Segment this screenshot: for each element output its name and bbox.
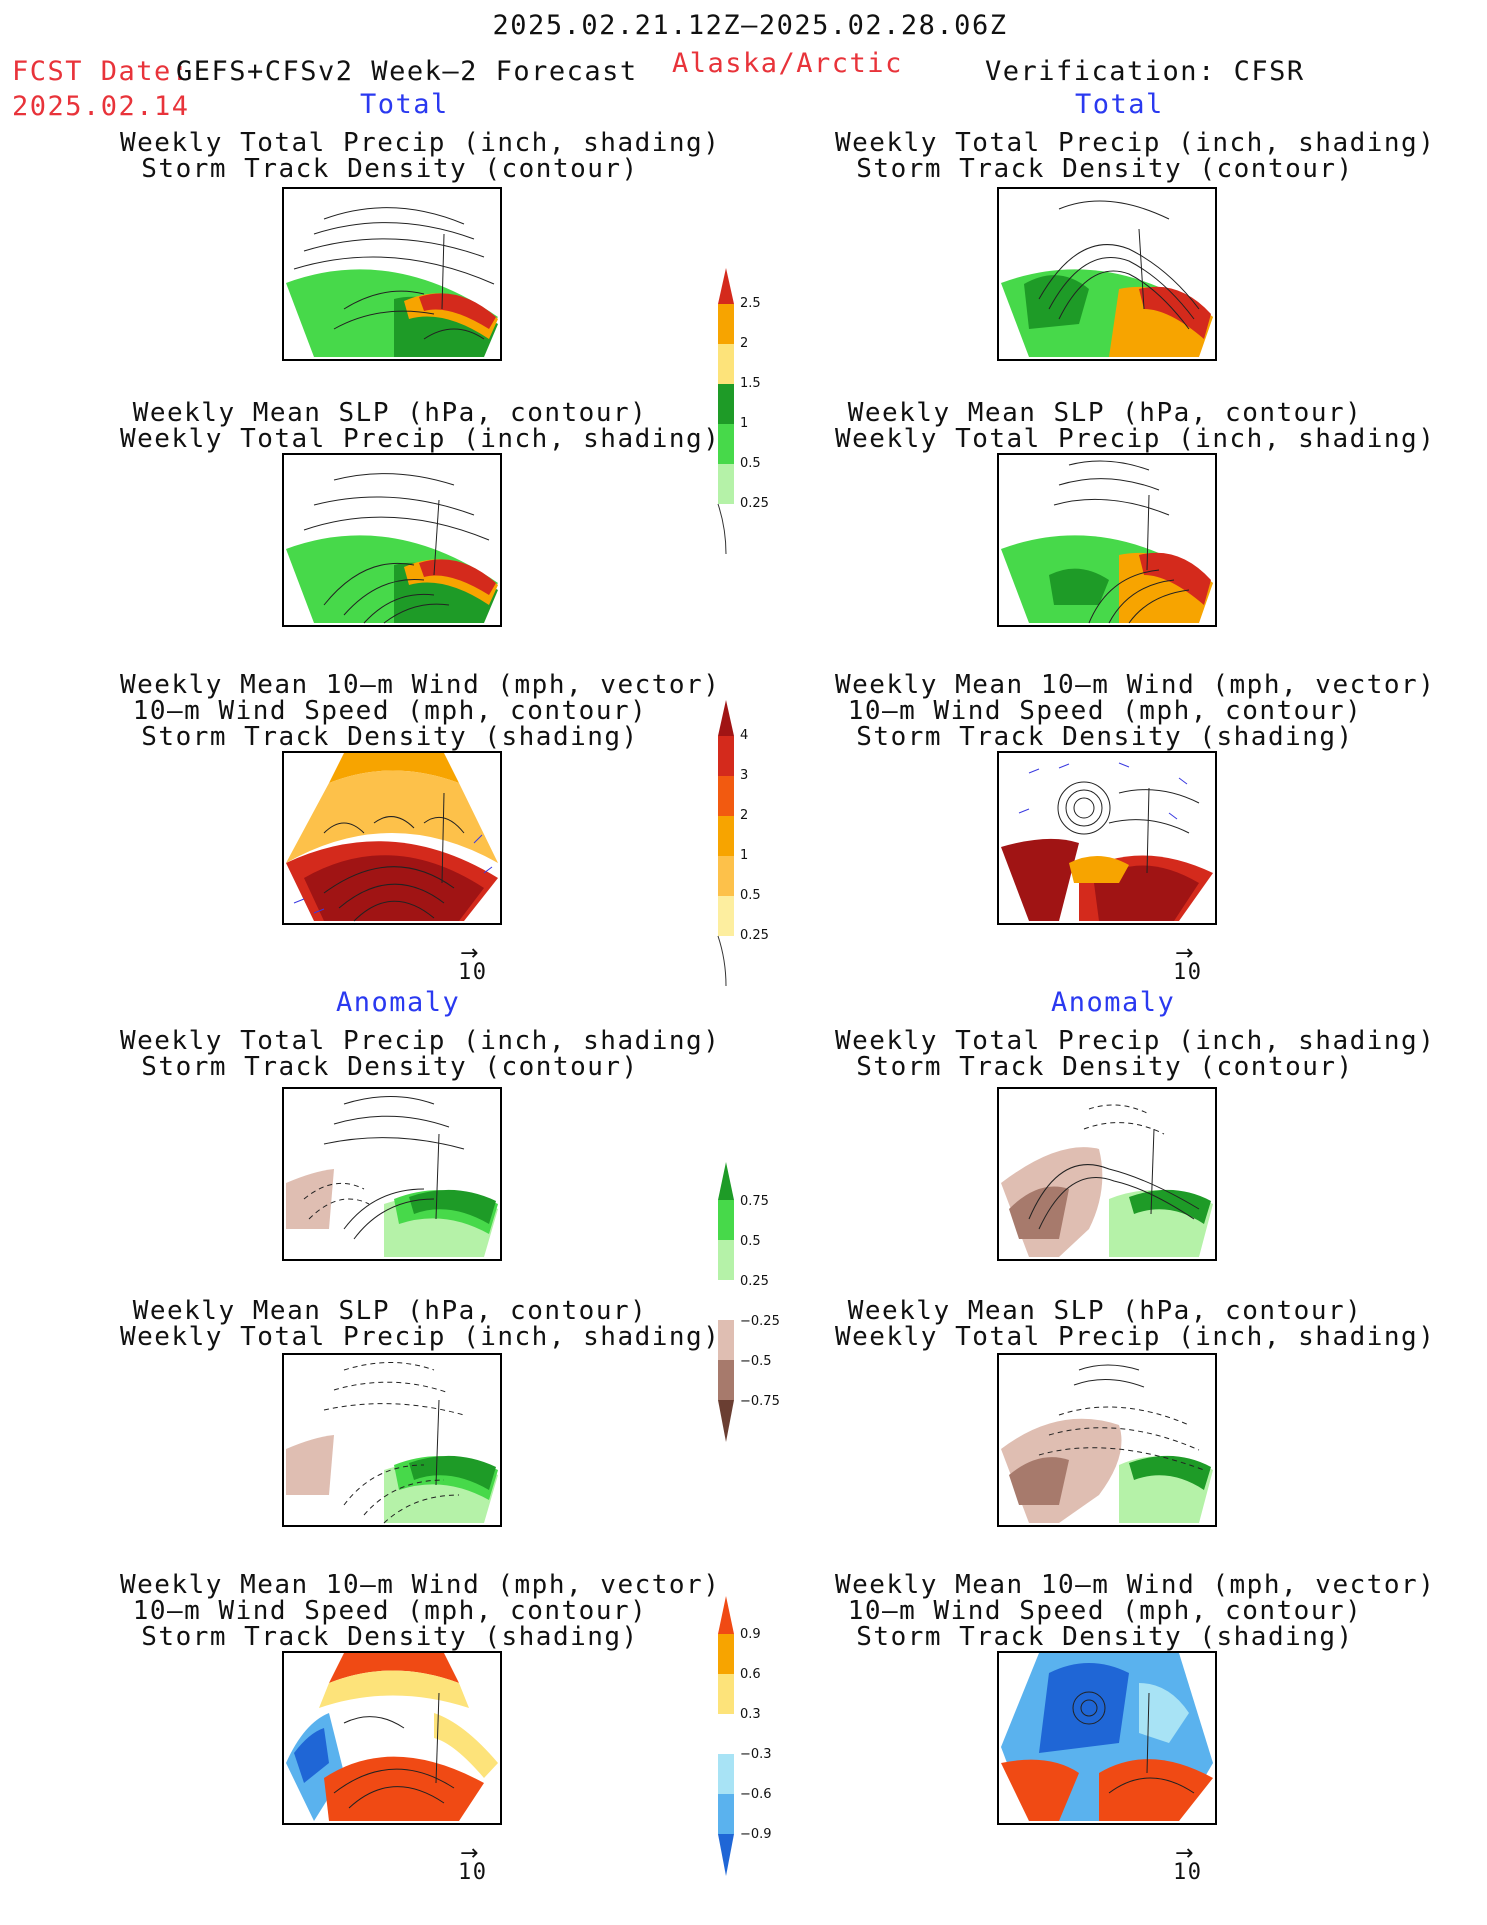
colorbar-tick: 0.6 — [740, 1667, 761, 1682]
colorbar-tick: 2 — [740, 808, 749, 823]
map-slp-precip-forecast — [282, 453, 502, 627]
map-graphic — [1001, 762, 1213, 921]
map-wind-storm-verification — [997, 751, 1217, 925]
vector-reference-value: 10 — [1173, 1860, 1203, 1885]
colorbar-tick: 2 — [740, 336, 749, 351]
section-total-right: Total — [1075, 89, 1164, 120]
colorbar-tick: −0.6 — [740, 1787, 772, 1802]
fcst-label: FCST Date: — [12, 56, 190, 87]
panel-title: Weekly Mean 10–m Wind (mph, vector) — [835, 670, 1436, 700]
map-graphic — [286, 473, 498, 624]
colorbar-tick: 2.5 — [740, 296, 761, 311]
map-precip-storm-anomaly-verification — [997, 1087, 1217, 1261]
colorbar-tick: 0.9 — [740, 1627, 761, 1642]
panel-title: Weekly Total Precip (inch, shading) — [120, 1322, 721, 1352]
map-slp-precip-anomaly-verification — [997, 1353, 1217, 1527]
panel-title: Weekly Mean SLP (hPa, contour) — [132, 1296, 648, 1326]
vector-reference-arrow: → — [1175, 1841, 1194, 1866]
section-total-left: Total — [360, 89, 449, 120]
panel-title: Weekly Total Precip (inch, shading) — [835, 424, 1436, 454]
colorbar-tick: 1.5 — [740, 376, 761, 391]
colorbar-tick: 0.5 — [740, 456, 761, 471]
panel-title: 10–m Wind Speed (mph, contour) — [847, 1596, 1363, 1626]
panel-title: Weekly Mean SLP (hPa, contour) — [847, 1296, 1363, 1326]
vector-reference-arrow: → — [460, 1841, 479, 1866]
map-graphic — [1001, 1364, 1213, 1523]
fcst-model: GEFS+CFSv2 Week–2 Forecast — [176, 56, 638, 87]
colorbar-tick: 0.75 — [740, 1194, 769, 1209]
panel-title: Storm Track Density (contour) — [141, 1052, 639, 1082]
vector-reference-value: 10 — [458, 960, 488, 985]
map-wind-storm-anomaly-verification — [997, 1651, 1217, 1825]
colorbar-tick: 0.25 — [740, 1274, 769, 1289]
colorbar-tick: −0.5 — [740, 1354, 772, 1369]
colorbar-tick: 0.25 — [740, 928, 769, 943]
panel-title: Weekly Mean SLP (hPa, contour) — [132, 398, 648, 428]
map-slp-precip-verification — [997, 453, 1217, 627]
colorbar-storm-anomaly — [718, 1596, 734, 1876]
colorbar-tick: −0.9 — [740, 1827, 772, 1842]
map-wind-storm-anomaly-forecast — [282, 1651, 502, 1825]
colorbar-tick: 0.3 — [740, 1707, 761, 1722]
colorbar-tick: −0.25 — [740, 1314, 780, 1329]
fcst-date: 2025.02.14 — [12, 91, 190, 122]
colorbar-tick: 3 — [740, 768, 749, 783]
map-wind-storm-forecast — [282, 751, 502, 925]
panel-title: Weekly Mean 10–m Wind (mph, vector) — [835, 1570, 1436, 1600]
map-graphic — [286, 753, 498, 922]
colorbar-tick: 1 — [740, 848, 749, 863]
panel-title: 10–m Wind Speed (mph, contour) — [132, 1596, 648, 1626]
map-graphic — [286, 1362, 498, 1524]
panel-title: 10–m Wind Speed (mph, contour) — [132, 696, 648, 726]
colorbar-tick: 0.25 — [740, 496, 769, 511]
panel-title: Weekly Total Precip (inch, shading) — [835, 1322, 1436, 1352]
map-slp-precip-anomaly-forecast — [282, 1353, 502, 1527]
map-graphic — [286, 207, 498, 357]
vector-reference-value: 10 — [1173, 960, 1203, 985]
colorbar-tick: 1 — [740, 416, 749, 431]
map-graphic — [286, 1096, 498, 1257]
map-precip-storm-verification — [997, 187, 1217, 361]
panel-title: 10–m Wind Speed (mph, contour) — [847, 696, 1363, 726]
panel-title: Weekly Total Precip (inch, shading) — [835, 1026, 1436, 1056]
panel-title: Storm Track Density (contour) — [856, 1052, 1354, 1082]
panel-title: Weekly Total Precip (inch, shading) — [120, 1026, 721, 1056]
panel-title: Storm Track Density (shading) — [141, 1622, 639, 1652]
map-graphic — [1001, 1104, 1213, 1257]
region-title: Alaska/Arctic — [672, 48, 903, 79]
panel-title: Storm Track Density (shading) — [856, 1622, 1354, 1652]
panel-title: Storm Track Density (contour) — [141, 154, 639, 184]
section-anomaly-right: Anomaly — [1051, 987, 1176, 1018]
map-precip-storm-anomaly-forecast — [282, 1087, 502, 1261]
colorbar-tick: 0.5 — [740, 888, 761, 903]
map-graphic — [1001, 200, 1213, 357]
panel-title: Weekly Total Precip (inch, shading) — [120, 128, 721, 158]
colorbar-tick: −0.3 — [740, 1747, 772, 1762]
vector-reference-arrow: → — [1175, 941, 1194, 966]
panel-title: Storm Track Density (contour) — [856, 154, 1354, 184]
colorbar-tick: 4 — [740, 728, 749, 743]
panel-title: Storm Track Density (shading) — [141, 722, 639, 752]
verification-label: Verification: CFSR — [985, 56, 1305, 87]
map-precip-storm-forecast — [282, 187, 502, 361]
colorbar-precip-anomaly — [718, 1162, 734, 1442]
vector-reference-value: 10 — [458, 1860, 488, 1885]
section-anomaly-left: Anomaly — [336, 987, 461, 1018]
date-range-title: 2025.02.21.12Z–2025.02.28.06Z — [492, 10, 1008, 41]
colorbar-tick: 0.5 — [740, 1234, 761, 1249]
panel-title: Weekly Mean 10–m Wind (mph, vector) — [120, 1570, 721, 1600]
panel-title: Storm Track Density (shading) — [856, 722, 1354, 752]
panel-title: Weekly Mean 10–m Wind (mph, vector) — [120, 670, 721, 700]
map-graphic — [286, 1653, 498, 1821]
panel-title: Weekly Total Precip (inch, shading) — [120, 424, 721, 454]
panel-title: Weekly Mean SLP (hPa, contour) — [847, 398, 1363, 428]
panel-title: Weekly Total Precip (inch, shading) — [835, 128, 1436, 158]
map-graphic — [1001, 1653, 1213, 1821]
map-graphic — [1001, 460, 1213, 624]
colorbar-storm-total — [717, 700, 734, 986]
colorbar-tick: −0.75 — [740, 1394, 780, 1409]
vector-reference-arrow: → — [460, 941, 479, 966]
colorbar-precip-total — [717, 268, 734, 554]
